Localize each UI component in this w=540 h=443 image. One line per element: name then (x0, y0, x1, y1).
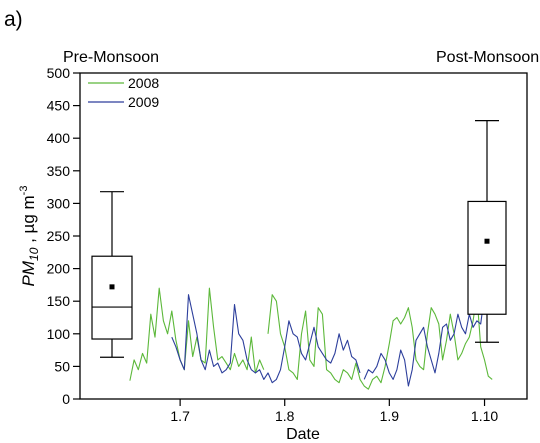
y-tick-label: 0 (62, 391, 70, 407)
pre-monsoon-label: Pre-Monsoon (63, 49, 159, 66)
y-tick-label: 150 (47, 293, 71, 309)
y-axis-label-sup: -3 (18, 186, 30, 196)
panel-label: a) (4, 8, 23, 31)
series-line-2009 (171, 294, 486, 387)
y-tick-label: 500 (47, 65, 71, 81)
x-tick-label: 1.9 (380, 408, 400, 424)
plot-frame (79, 72, 528, 400)
x-tick-label: 1.7 (170, 408, 190, 424)
box-iqr (91, 255, 133, 340)
legend-label-2008: 2008 (128, 75, 159, 91)
y-tick-label: 50 (54, 358, 70, 374)
x-tick-label: 1.10 (471, 408, 498, 424)
x-axis-ticks: 1.7 1.8 1.9 1.10 (170, 399, 498, 424)
y-tick-label: 100 (47, 326, 71, 342)
mean-marker (484, 238, 490, 244)
y-axis-ticks: 0 50 100 150 200 250 300 350 400 450 500 (47, 65, 80, 407)
post-monsoon-label: Post-Monsoon (436, 49, 539, 66)
y-tick-label: 400 (47, 130, 71, 146)
y-axis-label-main: PM (19, 260, 38, 286)
boxplots (91, 119, 507, 358)
y-axis-label-tail: , µg m (19, 195, 38, 247)
y-axis-label: PM10 , µg m-3 (18, 186, 41, 287)
x-axis-label: Date (286, 426, 320, 443)
y-tick-label: 200 (47, 261, 71, 277)
y-tick-label: 300 (47, 195, 71, 211)
y-tick-label: 450 (47, 98, 71, 114)
series-lines (129, 287, 493, 390)
mean-marker (109, 284, 115, 290)
y-tick-label: 250 (47, 228, 71, 244)
boxplot-post-monsoon (467, 119, 507, 343)
box-iqr (467, 200, 507, 315)
legend-label-2009: 2009 (128, 94, 159, 110)
y-axis-label-sub: 10 (27, 247, 41, 261)
y-tick-label: 350 (47, 163, 71, 179)
x-tick-label: 1.8 (275, 408, 295, 424)
boxplot-pre-monsoon (91, 191, 133, 358)
legend: 2008 2009 (88, 75, 159, 110)
